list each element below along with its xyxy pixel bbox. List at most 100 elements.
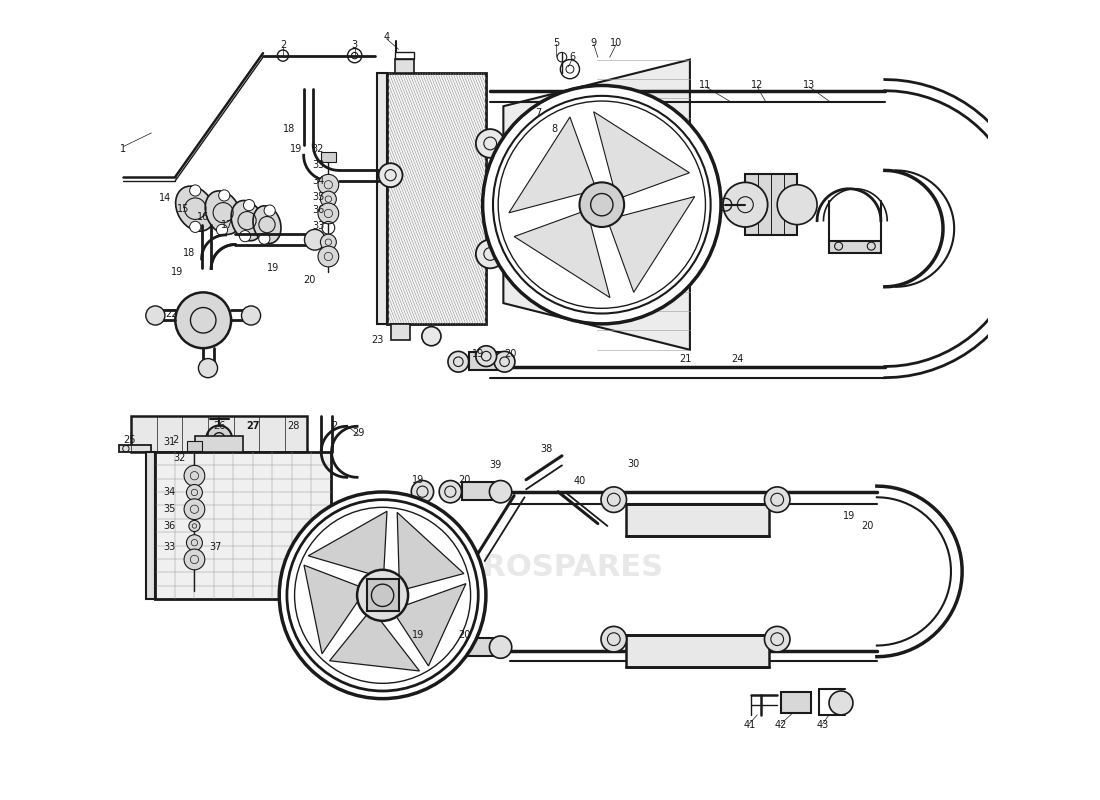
Text: 34: 34 bbox=[164, 486, 176, 497]
Text: 2: 2 bbox=[173, 435, 178, 445]
Text: 2: 2 bbox=[331, 421, 338, 430]
Text: 2: 2 bbox=[279, 40, 286, 50]
Circle shape bbox=[601, 626, 627, 652]
Text: 27: 27 bbox=[246, 421, 261, 430]
Bar bbox=[377, 73, 386, 324]
Circle shape bbox=[217, 224, 228, 235]
Circle shape bbox=[723, 182, 768, 227]
Text: EUROSPARES: EUROSPARES bbox=[437, 553, 663, 582]
Circle shape bbox=[187, 485, 202, 501]
Text: 12: 12 bbox=[751, 80, 763, 90]
Circle shape bbox=[580, 182, 624, 227]
Circle shape bbox=[243, 199, 254, 210]
Circle shape bbox=[358, 570, 408, 621]
Circle shape bbox=[184, 549, 205, 570]
Circle shape bbox=[490, 636, 512, 658]
Bar bbox=[626, 504, 769, 535]
Text: 25: 25 bbox=[123, 435, 135, 445]
Text: 40: 40 bbox=[573, 476, 585, 486]
Polygon shape bbox=[397, 513, 464, 590]
Text: 41: 41 bbox=[744, 720, 756, 730]
Bar bbox=[626, 635, 769, 667]
Text: 20: 20 bbox=[304, 275, 316, 286]
Bar bbox=[829, 241, 881, 253]
Circle shape bbox=[187, 534, 202, 550]
Circle shape bbox=[318, 174, 339, 195]
Circle shape bbox=[279, 492, 486, 698]
Circle shape bbox=[494, 351, 515, 372]
Circle shape bbox=[476, 129, 505, 158]
Bar bbox=[462, 482, 498, 501]
Text: 35: 35 bbox=[164, 504, 176, 514]
Circle shape bbox=[146, 306, 165, 325]
Text: 5: 5 bbox=[553, 38, 560, 48]
Polygon shape bbox=[514, 210, 609, 298]
Text: 9: 9 bbox=[591, 38, 597, 48]
Text: 19: 19 bbox=[843, 510, 855, 521]
Bar bbox=[155, 452, 331, 599]
Text: 16: 16 bbox=[197, 212, 209, 222]
Text: 32: 32 bbox=[311, 144, 323, 154]
Text: 19: 19 bbox=[412, 474, 425, 485]
Circle shape bbox=[242, 306, 261, 325]
Circle shape bbox=[184, 466, 205, 486]
Text: 11: 11 bbox=[700, 80, 712, 90]
Circle shape bbox=[240, 230, 251, 242]
Circle shape bbox=[601, 487, 627, 513]
Circle shape bbox=[318, 203, 339, 224]
Circle shape bbox=[189, 185, 201, 196]
Text: 39: 39 bbox=[490, 460, 502, 470]
Text: 26: 26 bbox=[213, 421, 226, 430]
Circle shape bbox=[207, 426, 232, 451]
Circle shape bbox=[764, 487, 790, 513]
Bar bbox=[132, 416, 307, 452]
Polygon shape bbox=[594, 112, 690, 199]
Bar bbox=[469, 352, 503, 370]
Text: 19: 19 bbox=[290, 144, 303, 154]
Text: 14: 14 bbox=[158, 193, 172, 202]
Text: 33: 33 bbox=[312, 222, 324, 231]
Text: 20: 20 bbox=[504, 349, 516, 358]
Text: 18: 18 bbox=[183, 247, 195, 258]
Text: 31: 31 bbox=[164, 438, 176, 447]
Bar bbox=[781, 692, 812, 713]
Text: EUROSPARES: EUROSPARES bbox=[437, 202, 663, 231]
Text: 29: 29 bbox=[352, 429, 365, 438]
Circle shape bbox=[476, 346, 496, 366]
Text: 19: 19 bbox=[170, 267, 183, 278]
Circle shape bbox=[778, 185, 817, 225]
Circle shape bbox=[448, 351, 469, 372]
Text: 15: 15 bbox=[177, 204, 189, 214]
Bar bbox=[390, 324, 410, 340]
Circle shape bbox=[320, 191, 337, 207]
Circle shape bbox=[421, 326, 441, 346]
Text: 38: 38 bbox=[540, 445, 552, 454]
Circle shape bbox=[476, 239, 505, 268]
Ellipse shape bbox=[206, 191, 241, 234]
Text: 23: 23 bbox=[371, 335, 383, 346]
Polygon shape bbox=[304, 565, 366, 654]
Circle shape bbox=[411, 636, 433, 658]
Text: 34: 34 bbox=[312, 176, 324, 186]
Text: 32: 32 bbox=[173, 453, 186, 463]
Circle shape bbox=[184, 499, 205, 519]
Text: 3: 3 bbox=[352, 40, 358, 50]
Circle shape bbox=[483, 86, 720, 324]
Circle shape bbox=[198, 358, 218, 378]
Polygon shape bbox=[392, 584, 466, 666]
Text: 8: 8 bbox=[551, 124, 557, 134]
Text: 22: 22 bbox=[165, 309, 177, 319]
Bar bbox=[187, 442, 201, 451]
Text: 20: 20 bbox=[459, 630, 471, 640]
Text: 24: 24 bbox=[732, 354, 744, 363]
Text: 19: 19 bbox=[412, 630, 425, 640]
Bar bbox=[462, 638, 498, 656]
Bar bbox=[395, 53, 415, 58]
Polygon shape bbox=[504, 59, 690, 350]
Circle shape bbox=[305, 230, 326, 250]
Text: 4: 4 bbox=[384, 32, 389, 42]
Ellipse shape bbox=[231, 201, 263, 241]
Polygon shape bbox=[308, 511, 387, 578]
Circle shape bbox=[320, 234, 337, 250]
Bar bbox=[746, 174, 798, 235]
